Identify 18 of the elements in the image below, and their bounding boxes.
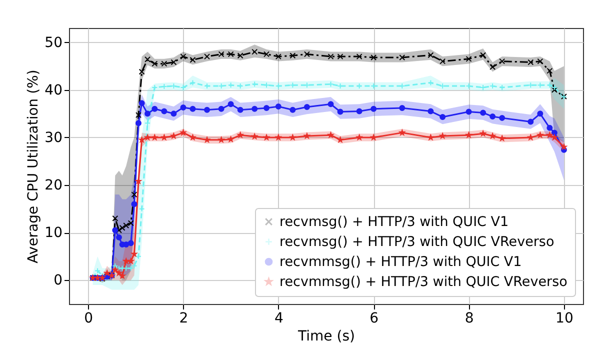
x-tick-label: 10 [556,310,574,326]
y-tick-label: 0 [54,272,62,289]
x-tick-label: 4 [274,310,284,326]
y-tick-label: 20 [44,178,62,194]
y-axis-title: Average CPU Utilization (%) [26,70,42,264]
legend-label: recvmmsg() + HTTP/3 with QUIC VReverso [280,274,568,290]
x-tick-label: 6 [370,310,379,326]
x-tick-label: 0 [84,310,93,326]
y-tick-label: 30 [44,130,62,146]
y-tick-label: 10 [44,225,62,242]
y-tick-label: 50 [44,34,62,51]
x-tick-label: 2 [179,310,188,326]
legend-label: recvmsg() + HTTP/3 with QUIC V1 [280,214,509,230]
x-tick-label: 8 [464,310,474,326]
y-tick-label: 40 [44,82,62,98]
legend-label: recvmsg() + HTTP/3 with QUIC VReverso [280,234,554,250]
legend-label: recvmmsg() + HTTP/3 with QUIC V1 [280,254,522,270]
x-axis-title: Time (s) [297,328,355,344]
